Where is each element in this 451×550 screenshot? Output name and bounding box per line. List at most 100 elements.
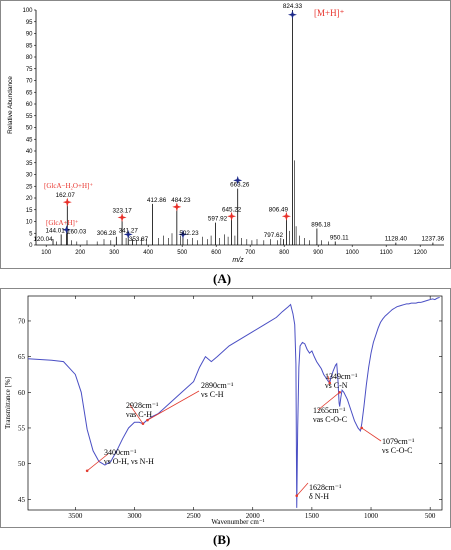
annotation-assignment: νas C-O-C: [313, 415, 347, 424]
chart-a-x-tick-label: 500: [177, 250, 188, 256]
chart-b-y-tick-label: 50: [18, 460, 26, 468]
annotation-arrow: [129, 404, 144, 424]
annotation-wavenumber: 2928cm⁻¹: [126, 401, 159, 410]
chart-a-x-tick-label: 100: [41, 250, 52, 256]
caption-b: (B): [213, 532, 231, 547]
red-star-marker: [62, 197, 72, 207]
peak-label: 824.33: [283, 3, 303, 10]
chart-a-y-tick-label: 95: [26, 20, 33, 26]
peak-label: 663.26: [230, 182, 250, 189]
peak-label: 160.03: [67, 228, 87, 235]
chart-b-plot-area: [27, 295, 443, 511]
chart-a-x-tick-label: 400: [143, 250, 154, 256]
chart-a-x-tick-label: 1000: [346, 250, 360, 256]
chart-a-x-tick-label: 1200: [414, 250, 428, 256]
red-star-marker: [172, 202, 182, 212]
annotation-arrow-head: [295, 494, 299, 498]
chart-a-y-tick-label: 100: [22, 8, 33, 14]
peak-label: 353.87: [129, 236, 149, 243]
chart-b-y-tick-label: 70: [18, 317, 26, 325]
peak-label: 645.22: [222, 206, 242, 213]
chart-a-x-tick-label: 900: [313, 250, 324, 256]
annotation-arrow-head: [328, 381, 332, 385]
annotation-assignment: νas C-H: [126, 410, 152, 419]
annotation-arrow-head: [338, 391, 341, 394]
peak-label: 341.27: [119, 227, 139, 234]
annotation-assignment: νs C-N: [325, 381, 348, 390]
peak-label: 323.17: [112, 207, 132, 214]
chart-a-y-tick-label: 10: [26, 220, 33, 226]
chart-a-y-tick-label: 5: [29, 231, 33, 237]
annotation-assignment: νs C-H: [201, 390, 224, 399]
chart-a-y-tick-label: 30: [26, 173, 33, 179]
chart-a-x-tick-label: 200: [75, 250, 86, 256]
chart-a-y-tick-label: 15: [26, 208, 33, 214]
chart-a-y-tick-label: 35: [26, 161, 33, 167]
chart-b-x-tick-label: 2000: [246, 512, 261, 520]
chart-b-y-tick-label: 60: [18, 389, 26, 397]
chart-a-y-tick-label: 0: [29, 243, 33, 249]
peak-label: 412.86: [147, 197, 167, 204]
peak-label: 162.07: [56, 192, 76, 199]
blue-star-marker: [287, 10, 297, 20]
chart-a-y-tick-label: 85: [26, 43, 33, 49]
peak-label: 806.49: [269, 206, 289, 213]
chart-b-y-tick-label: 55: [18, 424, 26, 432]
mass-spectrum-chart: 0 5 10 15 20 25 30 35 40 45 50 55 60 65 70 75 80 85 90 95 10…: [0, 0, 451, 269]
chart-b-x-tick-label: 2500: [187, 512, 202, 520]
annotation-wavenumber: 2890cm⁻¹: [201, 381, 234, 390]
annotation-arrow: [361, 427, 382, 442]
blue-star-marker: [62, 225, 72, 235]
chart-a-x-tick-label: 600: [211, 250, 222, 256]
blue-star-marker: [178, 229, 188, 239]
chart-b-x-tick-label: 500: [425, 512, 436, 520]
annotation-wavenumber: 1349cm⁻¹: [325, 372, 358, 381]
chart-a-y-tick-label: 70: [26, 79, 33, 85]
annotation-wavenumber: 1628cm⁻¹: [309, 483, 342, 492]
annotation-arrow: [147, 390, 200, 421]
chart-a-y-tick-label: 65: [26, 90, 33, 96]
annotation-arrow-head: [360, 426, 363, 430]
annotation-arrow-head: [141, 422, 145, 425]
annotation-assignment: δ N-H: [309, 492, 329, 501]
peak-label: 1237.36: [422, 236, 445, 243]
caption-a: (A): [213, 271, 232, 286]
chart-a-x-tick-label: 700: [245, 250, 256, 256]
peak-label: 306.28: [97, 230, 117, 237]
blue-star-marker: [123, 229, 133, 239]
peak-label: 484.23: [171, 197, 191, 204]
annotation-assignment: νs O-H, νs N-H: [104, 457, 154, 466]
peak-label: 1128.40: [385, 236, 408, 243]
chart-b-frame: [0, 288, 451, 528]
annotation-arrow: [296, 482, 309, 496]
annotation-wavenumber: 1265cm⁻¹: [313, 406, 346, 415]
chart-a-y-tick-label: 55: [26, 114, 33, 120]
peak-label: 120.04: [33, 236, 53, 243]
chart-b-y-label: Transmittance [%]: [4, 377, 12, 429]
chart-b-x-tick-label: 3000: [127, 512, 142, 520]
chart-a-y-tick-label: 45: [26, 137, 33, 143]
chart-b-x-tick-label: 1500: [305, 512, 320, 520]
red-star-marker: [281, 211, 291, 221]
chart-b-y-tick-label: 65: [18, 353, 26, 361]
peak-label: 597.92: [208, 216, 228, 223]
chart-b-x-tick-label: 3500: [68, 512, 83, 520]
peak-label: 896.18: [311, 222, 331, 229]
annotation-arrow-head: [146, 418, 149, 422]
annotation-arrow: [317, 391, 340, 411]
chart-a-y-tick-label: 60: [26, 102, 33, 108]
annotation-glca: [GlcA+H]⁺: [46, 219, 79, 227]
annotation-assignment: νs C-O-C: [382, 446, 413, 455]
chart-a-y-tick-label: 90: [26, 32, 33, 38]
blue-star-marker: [233, 175, 243, 185]
chart-a-x-tick-label: 1100: [380, 250, 394, 256]
chart-b-y-tick-label: 45: [18, 496, 26, 504]
annotation-wavenumber: 3400cm⁻¹: [104, 448, 137, 457]
chart-a-frame: [0, 0, 451, 269]
annotation-arrow-head: [85, 469, 89, 473]
annotation-mh: [M+H]⁺: [314, 8, 345, 18]
chart-a-y-label: Relative Abundance: [7, 76, 14, 134]
annotation-glca-h2o: [GlcA−H₂O+H]⁺: [44, 182, 93, 190]
chart-b-x-label: Wavenumber cm⁻¹: [211, 518, 264, 526]
peak-label: 950.11: [330, 234, 349, 241]
